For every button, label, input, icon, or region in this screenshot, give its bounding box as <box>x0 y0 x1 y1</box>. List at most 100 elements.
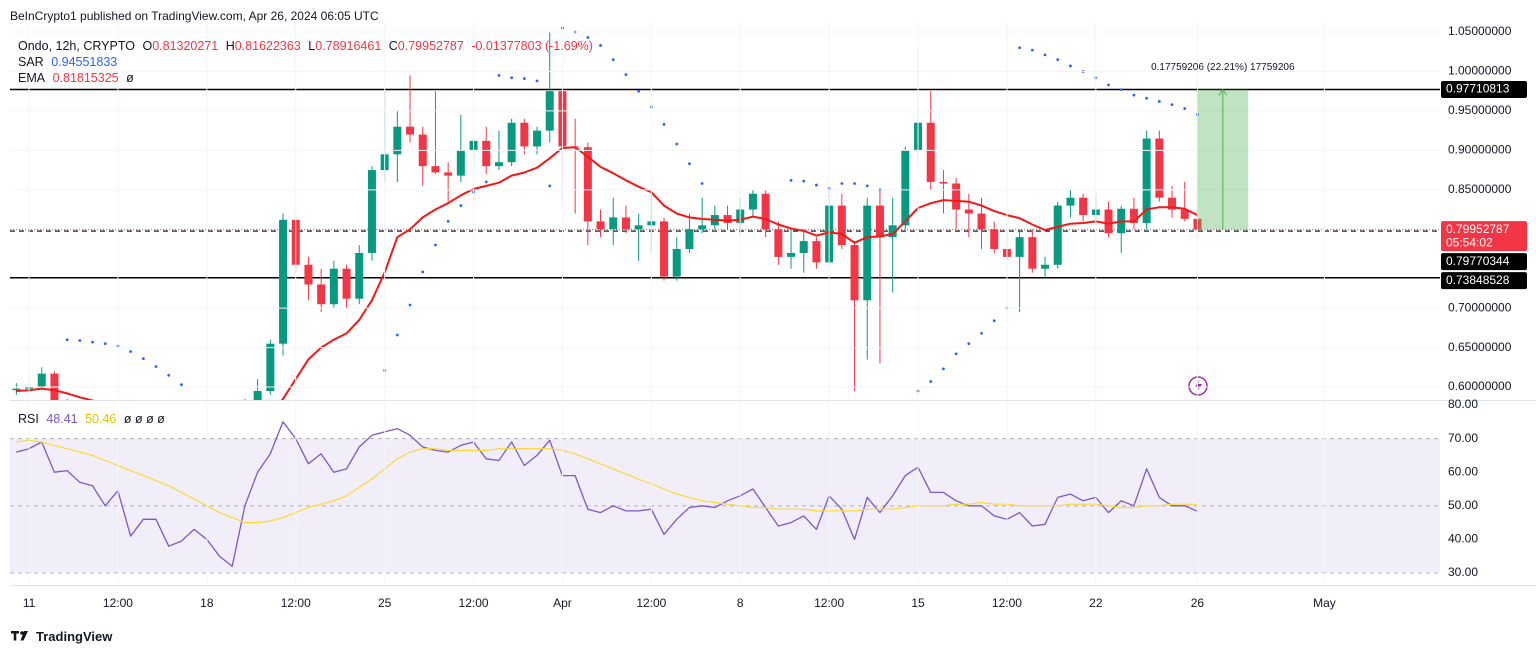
x-tick-label: 18 <box>200 596 214 610</box>
sar-dot <box>408 303 412 307</box>
sar-dot <box>65 338 69 342</box>
price-label: 0.73848528 <box>1446 273 1510 287</box>
y-tick-label: 0.65000000 <box>1448 340 1512 354</box>
legend-ema: EMA 0.81815325 ø <box>18 71 138 85</box>
sar-dot <box>942 367 945 371</box>
candle-body <box>698 225 707 230</box>
sar-dot <box>154 365 158 368</box>
sar-dot <box>167 373 171 377</box>
candle-body <box>342 268 351 299</box>
candle-body <box>672 248 681 277</box>
legend-main: Ondo, 12h, CRYPTO O0.81320271 H0.8162236… <box>18 39 597 53</box>
indicator-name: EMA <box>18 71 46 85</box>
sar-dot <box>141 357 145 361</box>
x-tick-label: May <box>1313 596 1336 610</box>
sar-dot <box>1018 46 1022 50</box>
candle-body <box>1015 237 1024 257</box>
symbol: Ondo, 12h, CRYPTO <box>18 39 135 53</box>
candle-body <box>583 147 592 222</box>
sar-dot <box>1119 88 1123 92</box>
candle-body <box>952 183 961 210</box>
candle-body <box>1079 197 1088 216</box>
sar-dot <box>180 383 183 387</box>
candle-body <box>494 162 503 167</box>
candle-body <box>1041 264 1050 269</box>
candle-body <box>787 252 796 257</box>
sar-dot <box>967 342 971 346</box>
candle-body <box>279 219 288 344</box>
candle-body <box>266 343 275 392</box>
ohlc-value: 0.81320271 <box>152 39 219 53</box>
sar-dot <box>434 243 437 247</box>
sar-dot <box>1132 93 1136 97</box>
y-tick-label: 60.00 <box>1448 464 1478 478</box>
candle-body <box>1053 205 1062 265</box>
candle-body <box>1142 138 1151 223</box>
ohlc-label: C <box>388 39 398 53</box>
sar-dot <box>624 73 628 77</box>
sar-dot <box>1030 48 1034 52</box>
ohlc-label: H <box>225 39 235 53</box>
candle-body <box>241 403 249 442</box>
candle-body <box>685 229 694 249</box>
legend-sar: SAR 0.94551833 <box>18 55 121 69</box>
candle-body <box>1168 197 1177 210</box>
candle-body <box>482 140 491 167</box>
x-tick-label: 12:00 <box>459 596 489 610</box>
indicator-value: 0.94551833 <box>51 55 118 69</box>
measure-label: 0.17759206 (22.21%) 17759206 <box>1151 62 1295 73</box>
candle-body <box>875 205 884 238</box>
candle-body <box>1104 209 1113 234</box>
x-tick-label: 12:00 <box>103 596 133 610</box>
candle-body <box>888 225 897 238</box>
ohlc-label: O <box>142 39 153 53</box>
sar-dot <box>802 179 806 183</box>
sar-dot <box>954 352 958 356</box>
candle-body <box>799 241 808 253</box>
sar-dot <box>129 350 133 353</box>
candle-body <box>964 209 973 214</box>
price-label-box <box>1441 221 1527 252</box>
candle-body <box>1066 197 1075 206</box>
candle-body <box>1129 208 1138 223</box>
candle-body <box>431 166 440 173</box>
sar-dot <box>675 142 679 146</box>
candle-body <box>127 428 135 434</box>
sar-dot <box>395 333 399 337</box>
y-tick-label: 0.90000000 <box>1448 143 1512 157</box>
price-label-box <box>1441 253 1527 271</box>
candle-body <box>444 172 453 176</box>
candle-body <box>977 213 986 230</box>
sar-dot <box>1069 64 1072 68</box>
sar-dot <box>1170 103 1174 107</box>
candle-body <box>609 217 618 230</box>
candle-body <box>990 229 999 249</box>
candle-body <box>507 122 516 163</box>
x-tick-label: 15 <box>911 596 925 610</box>
price-label: 0.79770344 <box>1446 254 1510 268</box>
rsi-pane <box>10 421 1440 574</box>
candle-body <box>634 225 643 230</box>
candle-body <box>1028 237 1037 269</box>
sar-dot <box>510 76 514 80</box>
change: -0.01377803 (-1.69%) <box>471 39 593 53</box>
indicator-value: 50.46 <box>85 412 117 426</box>
ohlc-label: L <box>308 39 316 53</box>
price-countdown: 05:54:02 <box>1446 235 1493 249</box>
indicator-name: RSI <box>18 412 39 426</box>
lightning-icon <box>1188 376 1208 396</box>
sar-dot <box>815 183 818 187</box>
y-tick-label: 0.70000000 <box>1448 300 1512 314</box>
sar-dot <box>459 204 463 207</box>
sar-dot <box>1183 107 1187 110</box>
sar-dot <box>929 380 933 383</box>
x-tick-label: 12:00 <box>636 596 666 610</box>
publisher: BeInCrypto1 published on TradingView.com… <box>10 9 379 23</box>
candle-body <box>304 264 313 285</box>
price-label: 0.97710813 <box>1446 82 1510 96</box>
sar-dot <box>1157 100 1161 103</box>
y-tick-label: 1.00000000 <box>1448 64 1512 78</box>
candle-body <box>456 150 465 176</box>
line <box>16 421 1198 567</box>
